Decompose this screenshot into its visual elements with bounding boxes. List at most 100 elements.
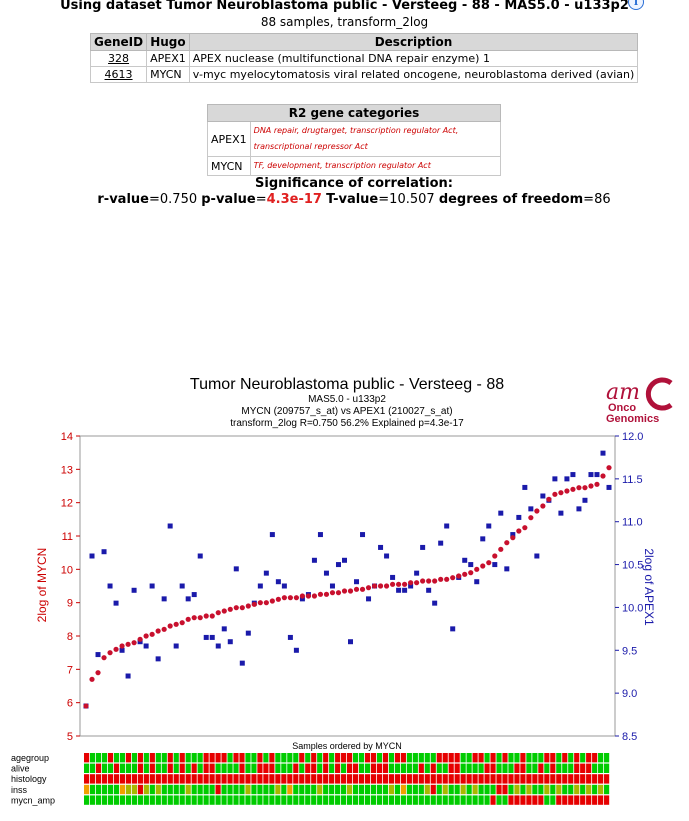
track-cell bbox=[221, 753, 227, 763]
track-cell bbox=[203, 784, 209, 795]
r-label: r-value bbox=[97, 192, 149, 207]
track-cell bbox=[532, 784, 538, 795]
track-cell bbox=[562, 795, 568, 805]
track-cell bbox=[520, 763, 526, 773]
track-cell bbox=[388, 784, 395, 795]
track-cell bbox=[101, 795, 108, 805]
mycn-point bbox=[462, 571, 468, 577]
track-cell bbox=[209, 763, 215, 773]
track-cell bbox=[305, 784, 311, 795]
t-label: T-value bbox=[326, 192, 379, 207]
track-cell bbox=[125, 795, 132, 805]
track-cell bbox=[472, 795, 478, 805]
mycn-point bbox=[510, 535, 516, 541]
mycn-point bbox=[221, 608, 227, 614]
apex1-point bbox=[480, 536, 486, 542]
apex1-series bbox=[83, 450, 612, 709]
track-label: alive bbox=[11, 764, 30, 774]
track-cell bbox=[341, 784, 347, 795]
mycn-point bbox=[89, 676, 95, 682]
track-cell bbox=[155, 763, 161, 773]
mycn-point bbox=[522, 525, 528, 531]
track-cell bbox=[155, 784, 161, 795]
track-cell bbox=[568, 753, 574, 763]
track-cell bbox=[191, 774, 197, 784]
mycn-point bbox=[414, 580, 420, 586]
track-cell bbox=[257, 753, 263, 763]
track-cell bbox=[293, 784, 299, 795]
track-cell bbox=[550, 774, 556, 784]
track-cell bbox=[358, 784, 365, 795]
mycn-point bbox=[323, 591, 330, 597]
track-cell bbox=[388, 795, 395, 805]
track-cell bbox=[281, 763, 287, 773]
track-cell bbox=[107, 774, 114, 784]
track-cell bbox=[502, 753, 508, 763]
apex1-point bbox=[606, 484, 612, 490]
track-cell bbox=[227, 795, 233, 805]
apex1-point bbox=[263, 570, 269, 576]
mycn-point bbox=[83, 703, 89, 709]
apex1-point bbox=[432, 600, 438, 606]
track-cell bbox=[496, 763, 502, 773]
track-cell bbox=[412, 774, 418, 784]
track-cell bbox=[275, 795, 281, 805]
mycn-point bbox=[293, 595, 300, 601]
p-value: 4.3e-17 bbox=[266, 192, 322, 207]
mycn-point bbox=[371, 583, 378, 589]
geneid-link[interactable]: 4613 bbox=[104, 68, 133, 81]
track-cell bbox=[550, 784, 556, 795]
track-cell bbox=[460, 763, 466, 773]
track-cell bbox=[586, 784, 592, 795]
apex1-point bbox=[287, 634, 293, 640]
mycn-point bbox=[576, 485, 582, 491]
mycn-point bbox=[558, 490, 564, 496]
track-cell bbox=[442, 795, 448, 805]
apex1-point bbox=[528, 506, 534, 512]
track-cell bbox=[514, 784, 520, 795]
track-cell bbox=[580, 763, 586, 773]
track-cell bbox=[311, 763, 317, 773]
mycn-point bbox=[504, 540, 510, 546]
apex1-point bbox=[191, 592, 197, 598]
apex1-point bbox=[474, 579, 480, 585]
track-cell bbox=[418, 784, 424, 795]
track-cell bbox=[436, 795, 442, 805]
track-cell bbox=[335, 774, 341, 784]
track-cell bbox=[155, 753, 161, 763]
mycn-point bbox=[594, 481, 600, 487]
track-cell bbox=[131, 795, 137, 805]
track-cell bbox=[269, 774, 275, 784]
track-cell bbox=[490, 774, 496, 784]
track-cell bbox=[586, 795, 592, 805]
track-cell bbox=[323, 753, 329, 763]
apex1-point bbox=[95, 652, 101, 658]
track-cell bbox=[430, 784, 436, 795]
apex1-point bbox=[107, 583, 113, 589]
apex1-point bbox=[522, 484, 528, 490]
track-cell bbox=[323, 763, 329, 773]
track-cell bbox=[562, 763, 568, 773]
track-cell bbox=[604, 784, 610, 795]
track-cell bbox=[215, 784, 221, 795]
track-cell bbox=[84, 763, 90, 773]
apex1-point bbox=[582, 497, 588, 503]
track-cell bbox=[376, 795, 383, 805]
apex1-point bbox=[564, 476, 570, 482]
track-cell bbox=[598, 753, 604, 763]
track-cell bbox=[95, 784, 102, 795]
category-list: TF, development, transcription regulator… bbox=[249, 156, 502, 176]
track-cell bbox=[550, 763, 556, 773]
track-cell bbox=[149, 784, 155, 795]
track-cell bbox=[370, 795, 377, 805]
track-cell bbox=[113, 784, 120, 795]
mycn-point bbox=[251, 601, 257, 607]
track-cell bbox=[592, 774, 598, 784]
track-cell bbox=[281, 753, 287, 763]
track-cell bbox=[269, 784, 275, 795]
track-cell bbox=[185, 774, 191, 784]
track-cell bbox=[592, 763, 598, 773]
track-cell bbox=[448, 763, 454, 773]
geneid-link[interactable]: 328 bbox=[108, 52, 130, 65]
